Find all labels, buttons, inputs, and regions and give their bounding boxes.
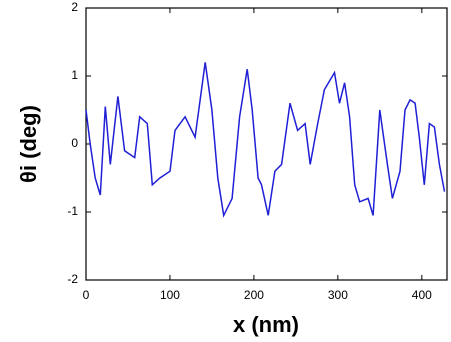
- x-tick-label: 100: [160, 288, 180, 302]
- y-tick-label: -1: [67, 204, 78, 218]
- x-tick-label: 300: [328, 288, 348, 302]
- x-axis-title: x (nm): [233, 312, 299, 337]
- y-tick-label: 2: [71, 0, 78, 14]
- plot-frame: [85, 7, 448, 281]
- x-tick-label: 200: [244, 288, 264, 302]
- y-tick-label: 1: [71, 68, 78, 82]
- x-tick-label: 400: [412, 288, 432, 302]
- x-tick-label: 0: [83, 288, 90, 302]
- y-axis-title: θi (deg): [16, 105, 41, 183]
- y-tick-label: -2: [67, 272, 78, 286]
- data-line: [85, 62, 446, 218]
- y-tick-label: 0: [71, 136, 78, 150]
